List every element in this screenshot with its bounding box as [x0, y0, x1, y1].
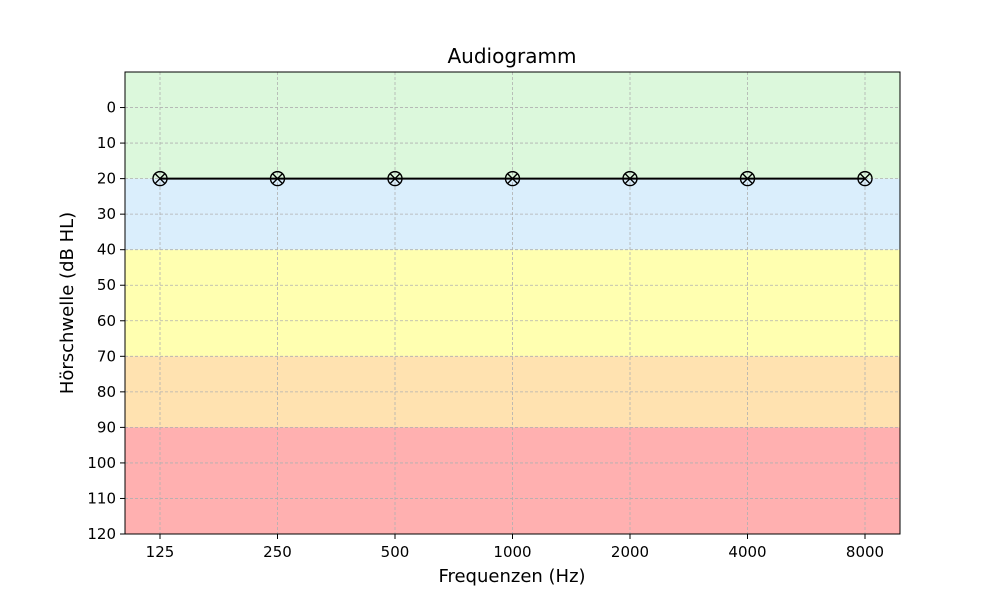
y-tick-label: 80: [97, 383, 116, 401]
point-circle: [152, 170, 168, 187]
data-point: [739, 170, 756, 187]
y-axis-label: Hörschwelle (dB HL): [57, 212, 78, 394]
x-tick-label: 8000: [846, 543, 884, 561]
axis-ticks: 125 250 500 1000 2000 4000 8000 0 10 20 30 40 50 60 70…: [87, 99, 884, 561]
y-tick-label: 0: [106, 99, 116, 117]
point-circle: [269, 170, 286, 187]
point-circle: [739, 170, 756, 187]
y-tick-label: 10: [97, 134, 116, 152]
x-tick-label: 1000: [493, 543, 531, 561]
point-circle: [622, 170, 638, 187]
data-point: [387, 170, 403, 187]
point-circle: [857, 170, 873, 187]
chart-title: Audiogramm: [448, 44, 577, 68]
point-cross: [154, 173, 166, 185]
y-tick-label: 20: [97, 170, 116, 188]
y-tick-label: 60: [97, 312, 116, 330]
y-tick-label: 70: [97, 347, 116, 365]
y-tick-label: 110: [87, 489, 116, 507]
point-cross: [389, 173, 401, 185]
y-tick-label: 40: [97, 241, 116, 259]
point-cross: [859, 173, 871, 185]
x-tick-label: 4000: [728, 543, 766, 561]
data-point: [269, 170, 286, 187]
point-circle: [504, 170, 521, 187]
point-cross: [507, 173, 518, 185]
x-tick-label: 2000: [611, 543, 649, 561]
data-point: [504, 170, 521, 187]
y-tick-label: 100: [87, 454, 116, 472]
y-tick-label: 120: [87, 525, 116, 543]
point-cross: [272, 173, 283, 185]
y-tick-label: 90: [97, 418, 116, 436]
x-axis-label: Frequenzen (Hz): [438, 566, 585, 587]
x-tick-label: 500: [381, 543, 410, 561]
x-tick-label: 250: [263, 543, 292, 561]
point-cross: [624, 173, 636, 185]
point-circle: [387, 170, 403, 187]
x-tick-label: 125: [146, 543, 175, 561]
point-cross: [742, 173, 753, 185]
data-point: [622, 170, 638, 187]
y-tick-label: 50: [97, 276, 116, 294]
y-tick-label: 30: [97, 205, 116, 223]
series-layer: [152, 170, 873, 187]
band-4: [125, 427, 900, 534]
data-point: [152, 170, 168, 187]
data-point: [857, 170, 873, 187]
